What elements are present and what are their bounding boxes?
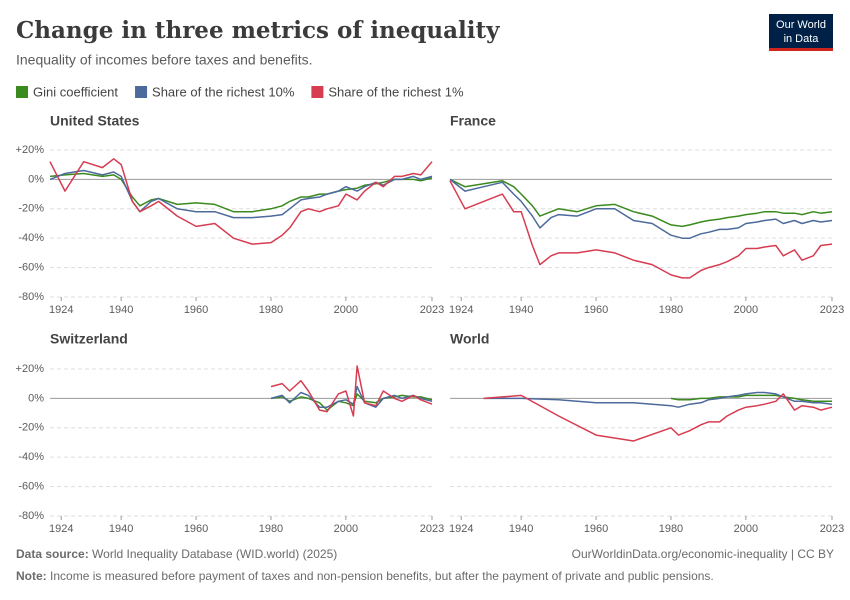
panel-title: World — [450, 331, 489, 347]
series-line — [670, 394, 832, 403]
x-tick-label: 2023 — [820, 304, 844, 316]
x-tick-label: 1924 — [49, 523, 73, 535]
x-tick-label: 1980 — [259, 523, 283, 535]
series-line — [483, 391, 833, 408]
x-tick-label: 1960 — [184, 523, 208, 535]
note-text: Income is measured before payment of tax… — [50, 569, 714, 583]
source-text: World Inequality Database (WID.world) (2… — [92, 547, 337, 561]
note-label: Note: — [16, 569, 47, 583]
note: Note: Income is measured before payment … — [16, 569, 714, 583]
chart-subtitle: Inequality of incomes before taxes and b… — [16, 52, 313, 68]
x-tick-label: 1940 — [109, 523, 133, 535]
legend-swatch — [135, 86, 148, 98]
x-tick-label: 2000 — [734, 523, 758, 535]
legend-label: Share of the richest 10% — [152, 84, 295, 99]
y-tick-label: -80% — [18, 510, 44, 522]
series-line — [49, 158, 433, 245]
x-tick-label: 1924 — [449, 304, 473, 316]
x-tick-label: 2000 — [334, 304, 358, 316]
y-tick-label: 0% — [28, 173, 44, 185]
series-line — [270, 393, 433, 411]
x-tick-label: 2023 — [820, 523, 844, 535]
y-tick-label: -80% — [18, 291, 44, 303]
legend-label: Gini coefficient — [33, 84, 118, 99]
panel-title: France — [450, 113, 496, 129]
y-tick-label: +20% — [16, 363, 45, 375]
legend: Gini coefficient Share of the richest 10%… — [16, 84, 464, 99]
y-tick-label: 0% — [28, 392, 44, 404]
source-label: Data source: — [16, 547, 89, 561]
x-tick-label: 1960 — [184, 304, 208, 316]
series-line — [483, 393, 833, 442]
y-tick-label: -40% — [18, 232, 44, 244]
logo-text: Our World — [776, 19, 826, 31]
x-tick-label: 1940 — [509, 523, 533, 535]
series-line — [449, 180, 833, 279]
x-tick-label: 1924 — [449, 523, 473, 535]
logo-underline — [769, 48, 833, 51]
x-tick-label: 1980 — [659, 304, 683, 316]
x-tick-label: 1980 — [659, 523, 683, 535]
x-tick-label: 2023 — [420, 523, 444, 535]
x-tick-label: 2000 — [734, 304, 758, 316]
x-tick-label: 2023 — [420, 304, 444, 316]
legend-swatch — [16, 86, 28, 98]
logo-text: in Data — [784, 33, 820, 45]
y-tick-label: -40% — [18, 451, 44, 463]
series-line — [449, 178, 833, 228]
x-tick-label: 1980 — [259, 304, 283, 316]
y-tick-label: -60% — [18, 261, 44, 273]
y-tick-label: -20% — [18, 422, 44, 434]
x-tick-label: 1960 — [584, 304, 608, 316]
y-tick-label: -60% — [18, 480, 44, 492]
x-tick-label: 1960 — [584, 523, 608, 535]
legend-label: Share of the richest 1% — [328, 84, 464, 99]
series-line — [49, 169, 433, 219]
x-tick-label: 2000 — [334, 523, 358, 535]
y-tick-label: +20% — [16, 144, 45, 156]
series-line — [270, 385, 433, 408]
chart-title: Change in three metrics of inequality — [16, 17, 500, 44]
source-url: OurWorldinData.org/economic-inequality |… — [572, 547, 834, 561]
panel-title: United States — [50, 113, 140, 129]
x-tick-label: 1924 — [49, 304, 73, 316]
source: Data source: World Inequality Database (… — [16, 547, 337, 561]
panel-title: Switzerland — [50, 331, 128, 347]
x-tick-label: 1940 — [509, 304, 533, 316]
series-line — [449, 178, 833, 239]
y-tick-label: -20% — [18, 203, 44, 215]
series-line — [270, 365, 433, 417]
legend-swatch — [311, 86, 324, 98]
logo-box — [769, 14, 833, 50]
x-tick-label: 1940 — [109, 304, 133, 316]
